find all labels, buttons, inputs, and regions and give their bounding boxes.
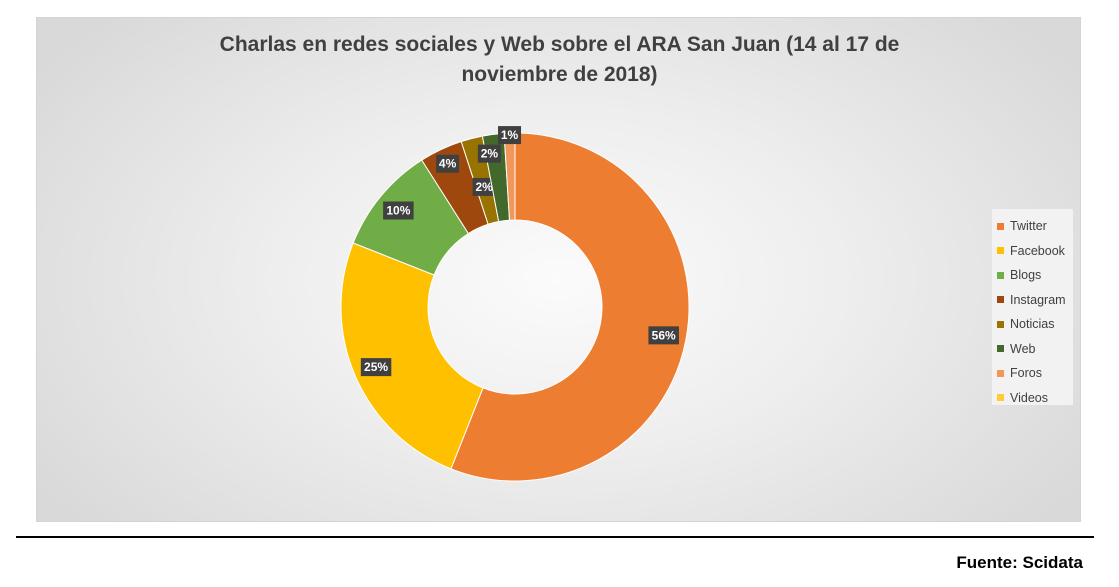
legend-label: Foros bbox=[1010, 366, 1042, 381]
legend-swatch bbox=[997, 271, 1004, 279]
legend-label: Web bbox=[1010, 341, 1036, 356]
data-label-text: 25% bbox=[364, 360, 388, 374]
legend-item-foros: Foros bbox=[992, 361, 1073, 386]
data-label-twitter: 56% bbox=[648, 326, 679, 345]
data-label-box bbox=[436, 154, 460, 173]
data-label-noticias: 2% bbox=[472, 177, 496, 196]
data-label-text: 10% bbox=[386, 204, 410, 218]
donut-chart: 56%25%10%4%2%2%1% bbox=[340, 126, 690, 482]
legend-item-web: Web bbox=[992, 337, 1073, 362]
legend-item-noticias: Noticias bbox=[992, 312, 1073, 337]
legend-swatch bbox=[997, 222, 1004, 230]
data-label-box bbox=[472, 177, 496, 196]
slice-facebook bbox=[340, 242, 484, 470]
legend-label: Blogs bbox=[1010, 268, 1042, 283]
divider-line bbox=[16, 536, 1094, 538]
legend-swatch bbox=[997, 345, 1004, 353]
legend-swatch bbox=[997, 394, 1004, 402]
data-label-text: 1% bbox=[501, 128, 519, 142]
data-label-box bbox=[477, 144, 501, 163]
data-label-foros: 1% bbox=[498, 126, 522, 145]
data-label-instagram: 4% bbox=[436, 154, 460, 173]
legend-swatch bbox=[997, 247, 1004, 255]
data-label-text: 2% bbox=[481, 147, 499, 161]
chart-area: Charlas en redes sociales y Web sobre el… bbox=[36, 17, 1081, 522]
legend-swatch bbox=[997, 369, 1004, 377]
legend-item-videos: Videos bbox=[992, 386, 1073, 411]
legend-label: Noticias bbox=[1010, 317, 1055, 332]
legend-item-twitter: Twitter bbox=[992, 214, 1073, 239]
legend-label: Instagram bbox=[1010, 292, 1066, 307]
data-label-text: 4% bbox=[439, 157, 457, 171]
legend-label: Facebook bbox=[1010, 243, 1065, 258]
chart-legend: Twitter Facebook Blogs Instagram Noticias Web… bbox=[992, 209, 1073, 405]
data-label-blogs: 10% bbox=[383, 201, 414, 220]
legend-item-facebook: Facebook bbox=[992, 239, 1073, 264]
source-note: Fuente: Scidata bbox=[956, 553, 1083, 572]
legend-label: Videos bbox=[1010, 390, 1048, 405]
data-label-box bbox=[360, 358, 392, 377]
data-label-text: 56% bbox=[652, 328, 676, 342]
chart-title: Charlas en redes sociales y Web sobre el… bbox=[219, 33, 900, 86]
legend-item-blogs: Blogs bbox=[992, 263, 1073, 288]
data-label-facebook: 25% bbox=[360, 358, 392, 377]
data-label-box bbox=[648, 326, 679, 345]
legend-swatch bbox=[997, 296, 1004, 304]
legend-item-instagram: Instagram bbox=[992, 288, 1073, 313]
data-label-web: 2% bbox=[477, 144, 501, 163]
legend-label: Twitter bbox=[1010, 219, 1047, 234]
legend-swatch bbox=[997, 320, 1004, 328]
data-label-box bbox=[383, 201, 414, 220]
data-label-text: 2% bbox=[475, 180, 493, 194]
data-label-box bbox=[498, 126, 522, 145]
slice-twitter bbox=[450, 132, 690, 482]
